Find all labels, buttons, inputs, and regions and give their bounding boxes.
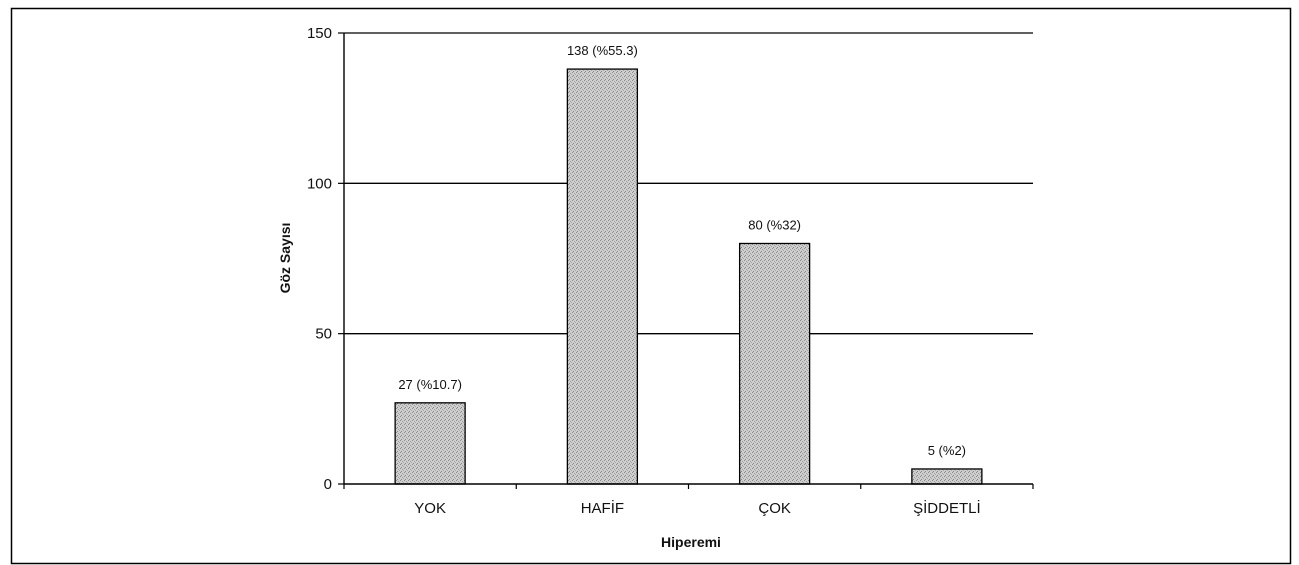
data-label-3: 5 (%2) — [928, 443, 966, 458]
data-label-0: 27 (%10.7) — [398, 377, 462, 392]
x-category-label-2: ÇOK — [758, 500, 791, 517]
bar-çok — [738, 242, 811, 485]
data-label-2: 80 (%32) — [748, 217, 801, 232]
y-tick-label-0: 0 — [324, 476, 332, 493]
x-category-label-0: YOK — [414, 500, 446, 517]
bar-şi̇ddetli̇ — [911, 468, 983, 485]
y-axis-title: Göz Sayısı — [277, 223, 293, 294]
bar-yok — [394, 402, 466, 485]
y-tick-label-150: 150 — [307, 25, 332, 42]
x-axis-title: Hiperemi — [661, 534, 721, 550]
data-label-1: 138 (%55.3) — [567, 43, 638, 58]
outer-border — [10, 7, 1292, 565]
y-tick-label-100: 100 — [307, 175, 332, 192]
y-tick-label-50: 50 — [315, 326, 332, 343]
x-category-label-3: ŞİDDETLİ — [913, 499, 981, 517]
x-category-label-1: HAFİF — [581, 499, 624, 517]
bar-hafi̇f — [566, 68, 639, 485]
